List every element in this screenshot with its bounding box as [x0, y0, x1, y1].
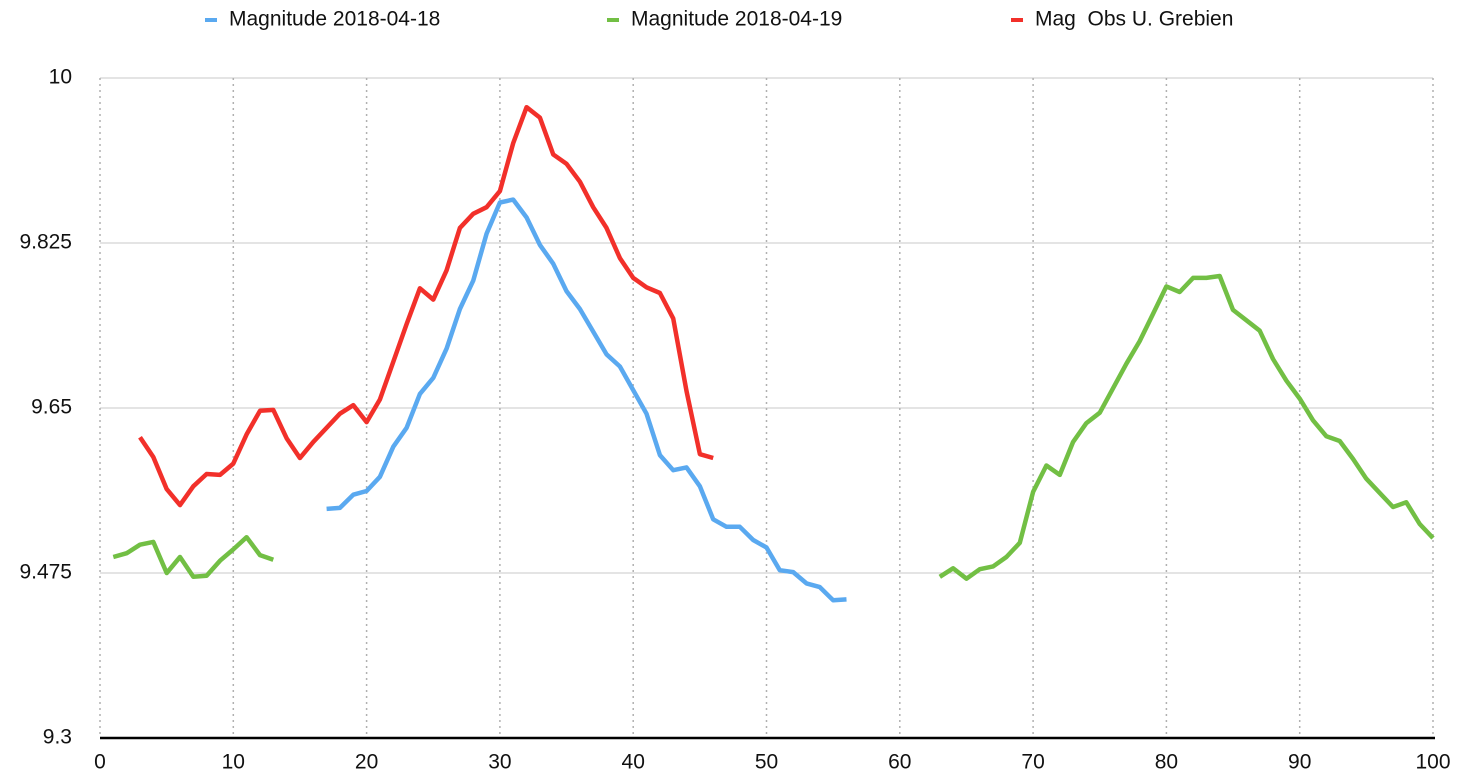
legend-label: Magnitude 2018-04-19: [631, 8, 842, 31]
x-tick-label: 60: [888, 751, 911, 774]
series-line: [138, 104, 714, 508]
x-tick-label: 90: [1288, 751, 1311, 774]
x-tick-label: 70: [1021, 751, 1044, 774]
y-tick-label: 10: [49, 66, 72, 89]
x-tick-label: 30: [488, 751, 511, 774]
x-tick-label: 20: [355, 751, 378, 774]
y-tick-label: 9.825: [19, 231, 72, 254]
x-tick-label: 0: [94, 751, 106, 774]
y-tick-label: 9.65: [31, 396, 72, 419]
x-tick-label: 40: [622, 751, 645, 774]
legend-label: Mag Obs U. Grebien: [1035, 8, 1233, 31]
x-tick-label: 50: [755, 751, 778, 774]
x-tick-label: 100: [1415, 751, 1450, 774]
y-tick-label: 9.3: [43, 726, 72, 749]
series-line: [112, 273, 1435, 581]
x-tick-label: 80: [1155, 751, 1178, 774]
legend-label: Magnitude 2018-04-18: [229, 8, 440, 31]
series-line: [326, 197, 847, 603]
x-tick-label: 10: [222, 751, 245, 774]
y-tick-label: 9.475: [19, 561, 72, 584]
